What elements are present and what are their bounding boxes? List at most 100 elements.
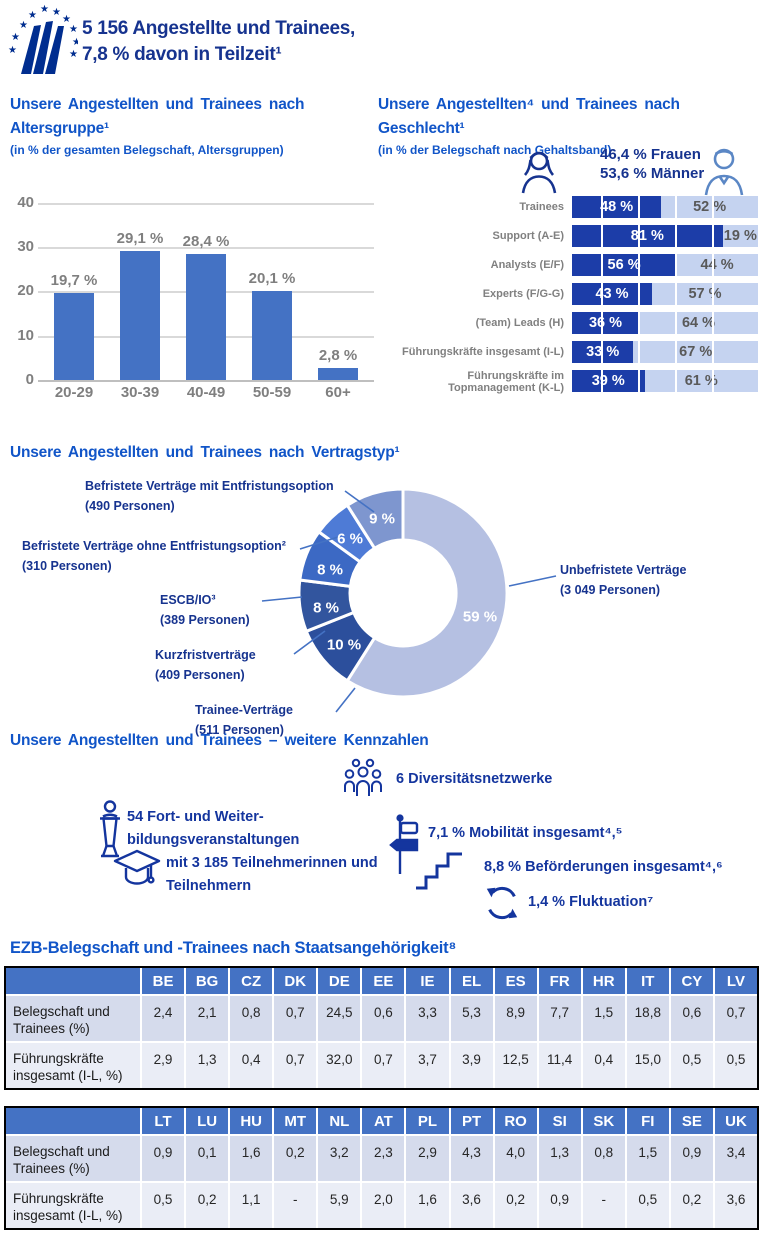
donut-label-mit: Befristete Verträge mit Entfristungsopti… (85, 479, 334, 513)
table-cell: 2,3 (362, 1136, 405, 1181)
women-segment: 81 % (572, 225, 723, 247)
leader-line (261, 596, 303, 602)
x-category-label: 50-59 (252, 384, 292, 401)
men-segment: 52 % (661, 196, 758, 218)
table-header-cell: SK (582, 1108, 625, 1134)
svg-text:★: ★ (28, 10, 37, 21)
bar-group: 20,1 % (249, 270, 295, 380)
table-cell: 0,9 (538, 1183, 581, 1228)
leader-line (508, 575, 557, 587)
x-category-label: 20-29 (54, 384, 94, 401)
table-row-label: Führungskräfte insgesamt (I-L, %) (6, 1043, 140, 1088)
table-cell: 3,6 (450, 1183, 493, 1228)
women-pct-label: 39 % (591, 373, 625, 389)
table-cell: 0,2 (186, 1183, 229, 1228)
table-cell: 1,1 (230, 1183, 273, 1228)
bar (186, 254, 226, 380)
donut-pct-label: 9 % (369, 510, 395, 528)
men-segment: 61 % (644, 370, 758, 392)
donut-pct-label: 6 % (337, 530, 363, 548)
table-cell: 2,1 (186, 996, 229, 1041)
table-cell: 4,3 (450, 1136, 493, 1181)
gender-row: Führungskräfte insgesamt (I-L) 33 % 67 % (378, 341, 758, 363)
table-cell: 2,4 (142, 996, 185, 1041)
y-tick: 40 (17, 194, 34, 211)
woman-icon (521, 151, 557, 194)
table-cell: 12,5 (494, 1043, 537, 1088)
table-header-cell: EL (450, 968, 493, 994)
table-cell: 0,2 (494, 1183, 537, 1228)
contract-section-title: Unsere Angestellten und Trainees nach Ve… (10, 444, 400, 461)
table-cell: 0,5 (626, 1183, 669, 1228)
nationality-section-title: EZB-Belegschaft und -Trainees nach Staat… (10, 939, 457, 957)
table-header-cell: IT (626, 968, 669, 994)
metric-promotions: 8,8 % Beförderungen insgesamt⁴,⁶ (484, 859, 723, 875)
women-segment: 39 % (572, 370, 645, 392)
table-corner-cell (6, 968, 140, 994)
table-cell: 18,8 (626, 996, 669, 1041)
table-cell: 0,7 (714, 996, 757, 1041)
table-header-cell: HR (582, 968, 625, 994)
table-cell: 8,9 (494, 996, 537, 1041)
donut-label-ohne: Befristete Verträge ohne Entfristungsopt… (22, 539, 286, 573)
signpost-icon (389, 814, 419, 874)
graduation-cap-icon (113, 849, 161, 885)
women-segment: 36 % (572, 312, 639, 334)
gridline (712, 196, 714, 393)
metric-training: 54 Fort- und Weiter- bildungsveranstaltu… (127, 809, 300, 848)
metric-participants: mit 3 185 Teilnehmerinnen und Teilnehmer… (166, 855, 378, 894)
table-cell: 1,3 (186, 1043, 229, 1088)
svg-text:★: ★ (52, 7, 61, 18)
contract-donut-chart (261, 487, 557, 713)
table-cell: 0,8 (582, 1136, 625, 1181)
bar-value-label: 2,8 % (318, 346, 358, 364)
bar-group: 28,4 % (183, 233, 229, 380)
headline: 5 156 Angestellte und Trainees, 7,8 % da… (82, 16, 355, 68)
x-category-label: 40-49 (186, 384, 226, 401)
donut-pct-label: 59 % (462, 608, 498, 626)
nationality-table-2: LT LU HU MT NL AT PL PT RO SI SK FI SE UK Belegschaft … (4, 1106, 759, 1230)
table-cell: 3,6 (714, 1183, 757, 1228)
table-header-cell: NL (318, 1108, 361, 1134)
bar-value-label: 29,1 % (116, 230, 164, 248)
donut-label-unbefristet: Unbefristete Verträge (3 049 Personen) (560, 563, 687, 597)
table-cell: 0,8 (230, 996, 273, 1041)
women-pct-label: 36 % (588, 315, 622, 331)
svg-text:★: ★ (11, 32, 20, 43)
gender-category-label: Trainees (519, 201, 564, 213)
table-cell: 0,6 (670, 996, 713, 1041)
gridline (675, 196, 677, 393)
table-cell: 0,7 (274, 1043, 317, 1088)
gender-category-label: Experts (F/G-G) (482, 288, 564, 300)
table-cell: 4,0 (494, 1136, 537, 1181)
table-header-cell: LU (186, 1108, 229, 1134)
table-cell: 3,2 (318, 1136, 361, 1181)
gender-bar: 43 % 57 % (572, 283, 758, 305)
bar-group: 29,1 % (117, 230, 163, 380)
table-cell: 3,9 (450, 1043, 493, 1088)
x-category-label: 60+ (325, 384, 351, 401)
table-header-cell: CY (670, 968, 713, 994)
table-header-cell: BG (186, 968, 229, 994)
men-pct-label: 67 % (679, 344, 713, 360)
nationality-table-1: BE BG CZ DK DE EE IE EL ES FR HR IT CY LV Belegschaft … (4, 966, 759, 1090)
women-segment: 48 % (572, 196, 662, 218)
table-header-cell: SE (670, 1108, 713, 1134)
table-cell: 32,0 (318, 1043, 361, 1088)
leader-line (335, 687, 356, 713)
table-header-cell: IE (406, 968, 449, 994)
y-tick: 10 (17, 327, 34, 344)
table-header-cell: AT (362, 1108, 405, 1134)
bar (120, 251, 160, 380)
bar-group: 19,7 % (51, 272, 97, 380)
table-cell: 1,6 (406, 1183, 449, 1228)
table-cell: 1,3 (538, 1136, 581, 1181)
table-header-cell: SI (538, 1108, 581, 1134)
table-cell: 1,5 (626, 1136, 669, 1181)
table-cell: 0,7 (274, 996, 317, 1041)
stairs-icon (416, 852, 462, 890)
table-cell: 15,0 (626, 1043, 669, 1088)
men-segment: 57 % (651, 283, 758, 305)
cycle-arrows-icon (486, 886, 518, 920)
table-cell: 2,9 (142, 1043, 185, 1088)
